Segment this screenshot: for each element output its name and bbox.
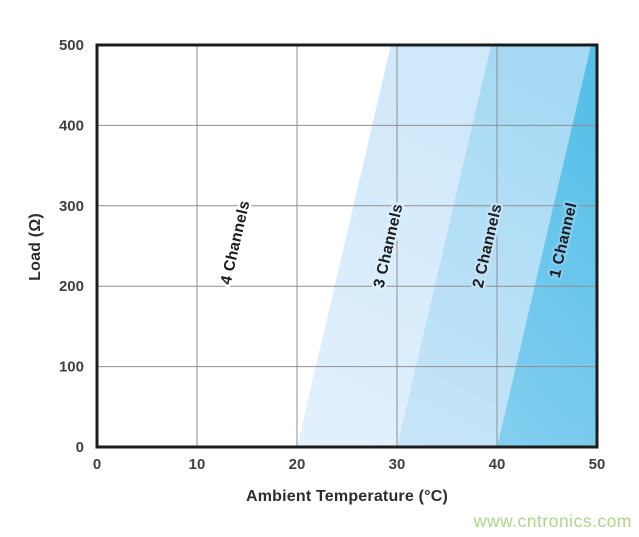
y-tick-label: 200 (59, 278, 84, 295)
x-tick-label: 20 (289, 456, 306, 473)
x-tick-label: 30 (389, 456, 406, 473)
x-tick-label: 50 (589, 456, 606, 473)
y-tick-label: 300 (59, 198, 84, 215)
x-tick-label: 40 (489, 456, 506, 473)
region-band-2ch (397, 45, 591, 447)
y-tick-label: 400 (59, 117, 84, 134)
region-band-3ch (297, 45, 491, 447)
y-axis-title: Load (Ω) (27, 213, 44, 281)
region-band-4ch (97, 45, 391, 447)
plot-border (95, 43, 599, 449)
region-band-1ch (497, 45, 597, 447)
x-axis-title: Ambient Temperature (°C) (246, 488, 448, 505)
x-tick-label: 10 (189, 456, 206, 473)
y-tick-label: 500 (59, 37, 84, 54)
y-tick-label: 0 (76, 439, 84, 456)
region-bands (97, 45, 597, 447)
y-tick-label: 100 (59, 359, 84, 376)
gridlines (97, 45, 597, 447)
x-tick-label: 0 (93, 456, 101, 473)
watermark: www.cntronics.com (473, 511, 632, 531)
